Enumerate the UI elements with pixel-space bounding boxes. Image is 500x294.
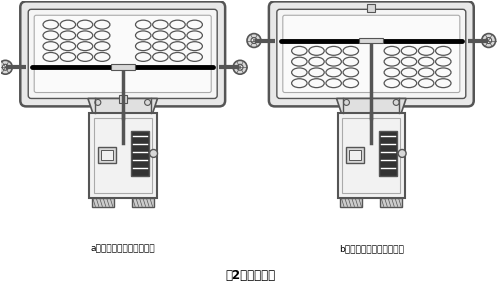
Bar: [118, 96, 126, 103]
Circle shape: [2, 64, 8, 70]
Circle shape: [0, 60, 12, 74]
Circle shape: [393, 99, 399, 105]
Bar: [368, 4, 376, 12]
Circle shape: [251, 38, 257, 44]
Bar: [338, 113, 405, 198]
Bar: [89, 113, 156, 198]
Circle shape: [237, 64, 243, 70]
Circle shape: [144, 99, 150, 105]
Bar: [342, 118, 400, 193]
Bar: [340, 198, 362, 208]
Bar: [360, 38, 384, 44]
Circle shape: [482, 34, 496, 47]
Circle shape: [247, 34, 261, 47]
Bar: [346, 148, 364, 163]
FancyBboxPatch shape: [20, 1, 225, 106]
Text: b、正作用与阀构成气关式: b、正作用与阀构成气关式: [339, 244, 404, 253]
Circle shape: [95, 99, 101, 105]
Bar: [380, 198, 402, 208]
Bar: [111, 64, 134, 70]
Polygon shape: [88, 98, 158, 113]
Text: a、反作用与阀构成气开式: a、反作用与阀构成气开式: [90, 244, 155, 253]
FancyBboxPatch shape: [277, 9, 466, 98]
Circle shape: [344, 99, 349, 105]
Circle shape: [486, 38, 492, 44]
Circle shape: [233, 60, 247, 74]
FancyBboxPatch shape: [283, 15, 460, 93]
Text: 图2、执行机构: 图2、执行机构: [225, 269, 275, 282]
FancyBboxPatch shape: [269, 1, 474, 106]
Bar: [101, 151, 113, 160]
Circle shape: [150, 149, 158, 157]
Bar: [380, 131, 397, 176]
Circle shape: [398, 149, 406, 157]
Bar: [132, 198, 154, 208]
Bar: [92, 198, 114, 208]
Bar: [98, 148, 116, 163]
FancyBboxPatch shape: [28, 9, 217, 98]
Polygon shape: [336, 98, 406, 113]
Bar: [130, 131, 148, 176]
FancyBboxPatch shape: [34, 15, 211, 93]
Bar: [350, 151, 362, 160]
Bar: [94, 118, 152, 193]
